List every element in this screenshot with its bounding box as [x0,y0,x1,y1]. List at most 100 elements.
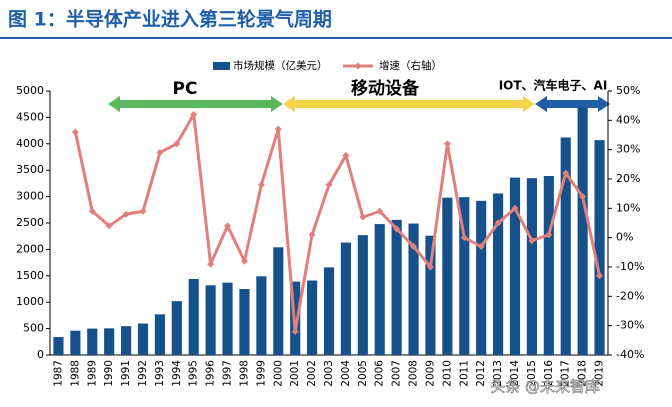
line-marker [240,257,248,265]
bar [239,289,250,355]
line-marker [494,219,502,227]
line-marker [224,222,232,230]
bar [104,328,115,355]
x-tick-label: 2003 [323,360,335,387]
bar [256,276,267,355]
line-marker [596,272,604,280]
y2-tick-label: -40% [616,348,644,361]
x-tick-label: 2018 [577,360,589,387]
x-tick-label: 1997 [222,360,234,387]
x-tick-label: 2005 [357,360,369,387]
y-tick-label: 4000 [16,137,44,150]
legend-label: 增速（右轴） [379,59,442,72]
bar [391,219,402,355]
watermark: 头条 @未来智库 [490,378,600,396]
x-tick-label: 1987 [52,360,64,387]
line-marker [359,213,367,221]
bar [459,197,470,355]
y2-tick-label: 10% [616,201,640,214]
annotation: IOT、汽车电子、AI [499,78,608,93]
phase-arrows [108,96,610,112]
x-tick-label: 2000 [272,360,284,387]
x-tick-label: 2010 [441,360,453,387]
x-tick-label: 2013 [492,360,504,387]
y-tick-label: 1500 [16,269,44,282]
x-tick-label: 2017 [560,360,572,387]
x-tick-label: 1988 [69,360,81,387]
line-marker [528,237,536,245]
y2-tick-label: -20% [616,289,644,302]
legend-swatch [354,62,362,70]
line-marker [88,207,96,215]
x-tick-label: 1995 [188,360,200,387]
bar [137,323,149,355]
x-tick-label: 1994 [171,360,183,387]
line-marker [545,231,553,239]
y2-tick-label: 20% [616,172,640,185]
legend-label: 市场规模（亿美元） [233,59,328,72]
y-tick-label: 0 [37,348,44,361]
bar [307,280,318,355]
bar [526,178,537,355]
line-marker [342,152,350,160]
line-marker [460,234,468,242]
y2-tick-label: 30% [616,143,640,156]
annotation: PC [173,79,198,99]
line-marker [325,181,333,189]
y-tick-label: 2000 [16,242,44,255]
y2-tick-label: 50% [616,84,640,97]
line-marker [393,225,401,233]
bar [408,223,419,355]
x-tick-label: 2006 [374,360,386,387]
x-tick-label: 1998 [238,360,250,387]
bar [594,140,605,355]
line-marker [291,328,299,336]
bar [425,235,436,355]
legend-swatch [213,62,230,70]
y-tick-label: 1000 [16,295,44,308]
bar [323,267,335,355]
bar [87,328,98,355]
bar [509,177,521,355]
bar [357,235,368,355]
x-tick-label: 2009 [424,360,436,387]
line-marker [511,204,519,212]
y-tick-label: 500 [23,322,44,335]
bar [70,330,81,355]
line-marker [139,207,147,215]
x-tick-label: 2007 [391,360,403,387]
x-tick-label: 2011 [458,360,470,387]
x-tick-label: 1993 [154,360,166,387]
x-tick-label: 1990 [103,360,115,387]
y-tick-label: 3500 [16,163,44,176]
x-tick-label: 1996 [205,360,217,387]
bar [374,224,385,355]
x-tick-label: 2008 [408,360,420,387]
line-marker [410,242,418,250]
bar [53,337,64,355]
x-tick-label: 1991 [120,360,132,387]
x-tick-label: 2001 [289,360,301,387]
bar [442,197,453,355]
x-tick-label: 2004 [340,360,352,387]
x-tick-label: 1992 [137,360,149,387]
x-tick-label: 2014 [509,360,521,387]
line-marker [173,140,181,148]
bar [121,326,132,355]
line-marker [122,210,130,218]
y-tick-label: 5000 [16,84,44,97]
line-marker [71,128,79,136]
x-tick-label: 2019 [594,360,606,387]
x-tick-label: 1989 [86,360,98,387]
line-marker [274,125,282,133]
bar [577,107,588,355]
x-tick-label: 2015 [526,360,538,387]
y-tick-label: 3000 [16,190,44,203]
line-marker [426,263,434,271]
bar [560,137,571,355]
x-tick-label: 2016 [543,360,555,387]
y2-tick-label: -30% [616,319,644,332]
bar [493,193,504,355]
x-tick-label: 2012 [475,360,487,387]
